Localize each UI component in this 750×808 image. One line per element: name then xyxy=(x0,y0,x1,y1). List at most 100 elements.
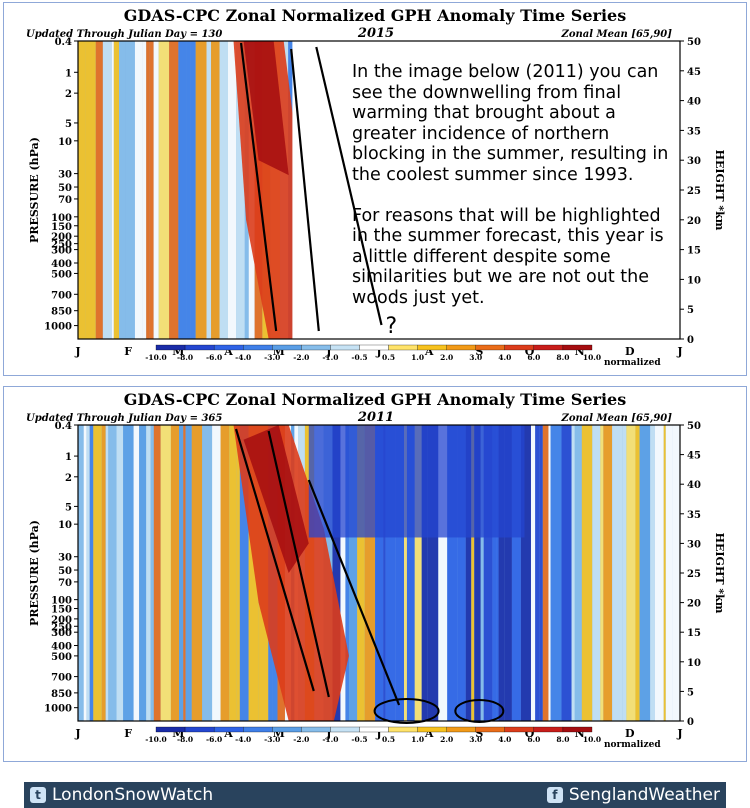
colorbar-tick-label: 1.0 xyxy=(411,353,424,362)
heatmap-band xyxy=(220,425,230,721)
pressure-tick-label: 700 xyxy=(51,290,72,301)
heatmap-band xyxy=(471,425,475,721)
heatmap-band xyxy=(236,41,245,339)
colorbar-swatch xyxy=(243,726,273,733)
downwelling-line xyxy=(234,428,315,692)
heatmap-band xyxy=(169,41,179,339)
heatmap-band xyxy=(236,425,240,721)
height-tick-label: 5 xyxy=(687,305,694,316)
pressure-tick-label: 250 xyxy=(51,240,72,251)
downwelling-line xyxy=(239,42,278,332)
downwelling-line xyxy=(290,48,320,332)
heatmap-band xyxy=(125,41,135,339)
colorbar-tick-label: 3.0 xyxy=(469,353,482,362)
colorbar-tick-label: -2.0 xyxy=(293,735,309,744)
pressure-tick-label: 1000 xyxy=(44,322,72,333)
heatmap-band xyxy=(626,425,636,721)
colorbar-tick-label: -10.0 xyxy=(145,353,166,362)
heatmap-band xyxy=(186,41,191,339)
colorbar-tick-label: 3.0 xyxy=(469,735,482,744)
heatmap-band xyxy=(185,425,192,721)
colorbar-tick-label: 6.0 xyxy=(527,353,540,362)
colorbar-tick-label: 8.0 xyxy=(556,353,569,362)
colorbar-swatch xyxy=(213,344,244,351)
pressure-tick-label: 200 xyxy=(51,232,72,243)
highlight-ellipse xyxy=(373,698,440,724)
heatmap-band xyxy=(139,425,147,721)
heatmap-band xyxy=(581,425,593,721)
heatmap-band xyxy=(183,425,186,721)
heatmap-band xyxy=(574,425,582,721)
warming-core xyxy=(243,41,289,176)
heatmap-band xyxy=(571,425,575,721)
colorbar-swatch xyxy=(533,726,564,733)
colorbar-swatch xyxy=(504,344,535,351)
heatmap-band xyxy=(101,425,106,721)
heatmap-band xyxy=(190,41,196,339)
year-label: 2011 xyxy=(357,410,394,425)
pressure-tick-label: 500 xyxy=(51,652,72,663)
heatmap-band xyxy=(146,41,150,339)
height-tick-label: 30 xyxy=(687,539,701,550)
chart-title: GDAS-CPC Zonal Normalized GPH Anomaly Ti… xyxy=(124,6,626,25)
colorbar-tick-label: -10.0 xyxy=(145,735,166,744)
highlight-ellipse xyxy=(454,699,505,723)
heatmap-band xyxy=(654,425,664,721)
heatmap-band xyxy=(212,425,221,721)
heatmap-band xyxy=(511,425,521,721)
pressure-tick-label: 5 xyxy=(65,119,72,130)
heatmap-band xyxy=(227,41,237,339)
pressure-tick-label: 700 xyxy=(51,673,72,684)
heatmap-band xyxy=(385,425,396,721)
month-tick-label: J xyxy=(74,345,80,358)
heatmap-band xyxy=(600,425,604,721)
colorbar-tick-label: -4.0 xyxy=(235,735,251,744)
colorbar-swatch xyxy=(359,726,389,733)
colorbar-swatch xyxy=(301,726,331,733)
heatmap-band xyxy=(229,425,237,721)
pressure-tick-label: 850 xyxy=(51,689,72,700)
colorbar-tick-label: -6.0 xyxy=(206,735,222,744)
colorbar-swatch xyxy=(504,726,535,733)
heatmap-band xyxy=(158,41,170,339)
twitter-icon: t xyxy=(30,787,46,803)
heatmap-band xyxy=(105,425,109,721)
month-tick-label: A xyxy=(223,727,233,740)
colorbar-tick-label: -0.5 xyxy=(351,735,367,744)
heatmap-band xyxy=(496,425,499,721)
heatmap-band xyxy=(206,41,212,339)
colorbar-tick-label: 4.0 xyxy=(498,353,511,362)
pressure-tick-label: 10 xyxy=(58,137,72,148)
zonal-mean-label: Zonal Mean [65,90] xyxy=(561,29,673,40)
colorbar-tick-label: -1.0 xyxy=(322,735,338,744)
heatmap-band xyxy=(191,425,203,721)
footer-left-label: LondonSnowWatch xyxy=(52,785,214,805)
colorbar-tick-label: 10.0 xyxy=(583,353,601,362)
height-tick-label: 35 xyxy=(687,126,701,137)
heatmap-band xyxy=(603,425,613,721)
heatmap-band xyxy=(153,425,161,721)
heatmap-band xyxy=(535,425,540,721)
heatmap-band xyxy=(480,425,484,721)
no-data-region xyxy=(292,41,680,339)
footer-right[interactable]: f SenglandWeather xyxy=(546,785,720,805)
heatmap-band xyxy=(550,425,562,721)
heatmap-band xyxy=(421,425,428,721)
colorbar-unit-label: normalized xyxy=(604,740,661,750)
heatmap-band xyxy=(650,425,655,721)
heatmap-band xyxy=(520,425,531,721)
heatmap-band xyxy=(474,425,481,721)
heatmap-band xyxy=(149,41,154,339)
heatmap-band xyxy=(414,425,422,721)
month-tick-label: D xyxy=(625,345,635,358)
pressure-tick-label: 5 xyxy=(65,502,72,513)
month-tick-label: A xyxy=(424,345,434,358)
heatmap-band xyxy=(134,41,143,339)
colorbar-swatch xyxy=(330,344,360,351)
month-tick-label: J xyxy=(676,727,682,740)
footer-left[interactable]: t LondonSnowWatch xyxy=(30,785,213,805)
heatmap-band xyxy=(548,425,551,721)
colorbar-unit-label: normalized xyxy=(604,358,661,368)
height-tick-label: 45 xyxy=(687,451,701,462)
month-tick-label: A xyxy=(424,727,434,740)
